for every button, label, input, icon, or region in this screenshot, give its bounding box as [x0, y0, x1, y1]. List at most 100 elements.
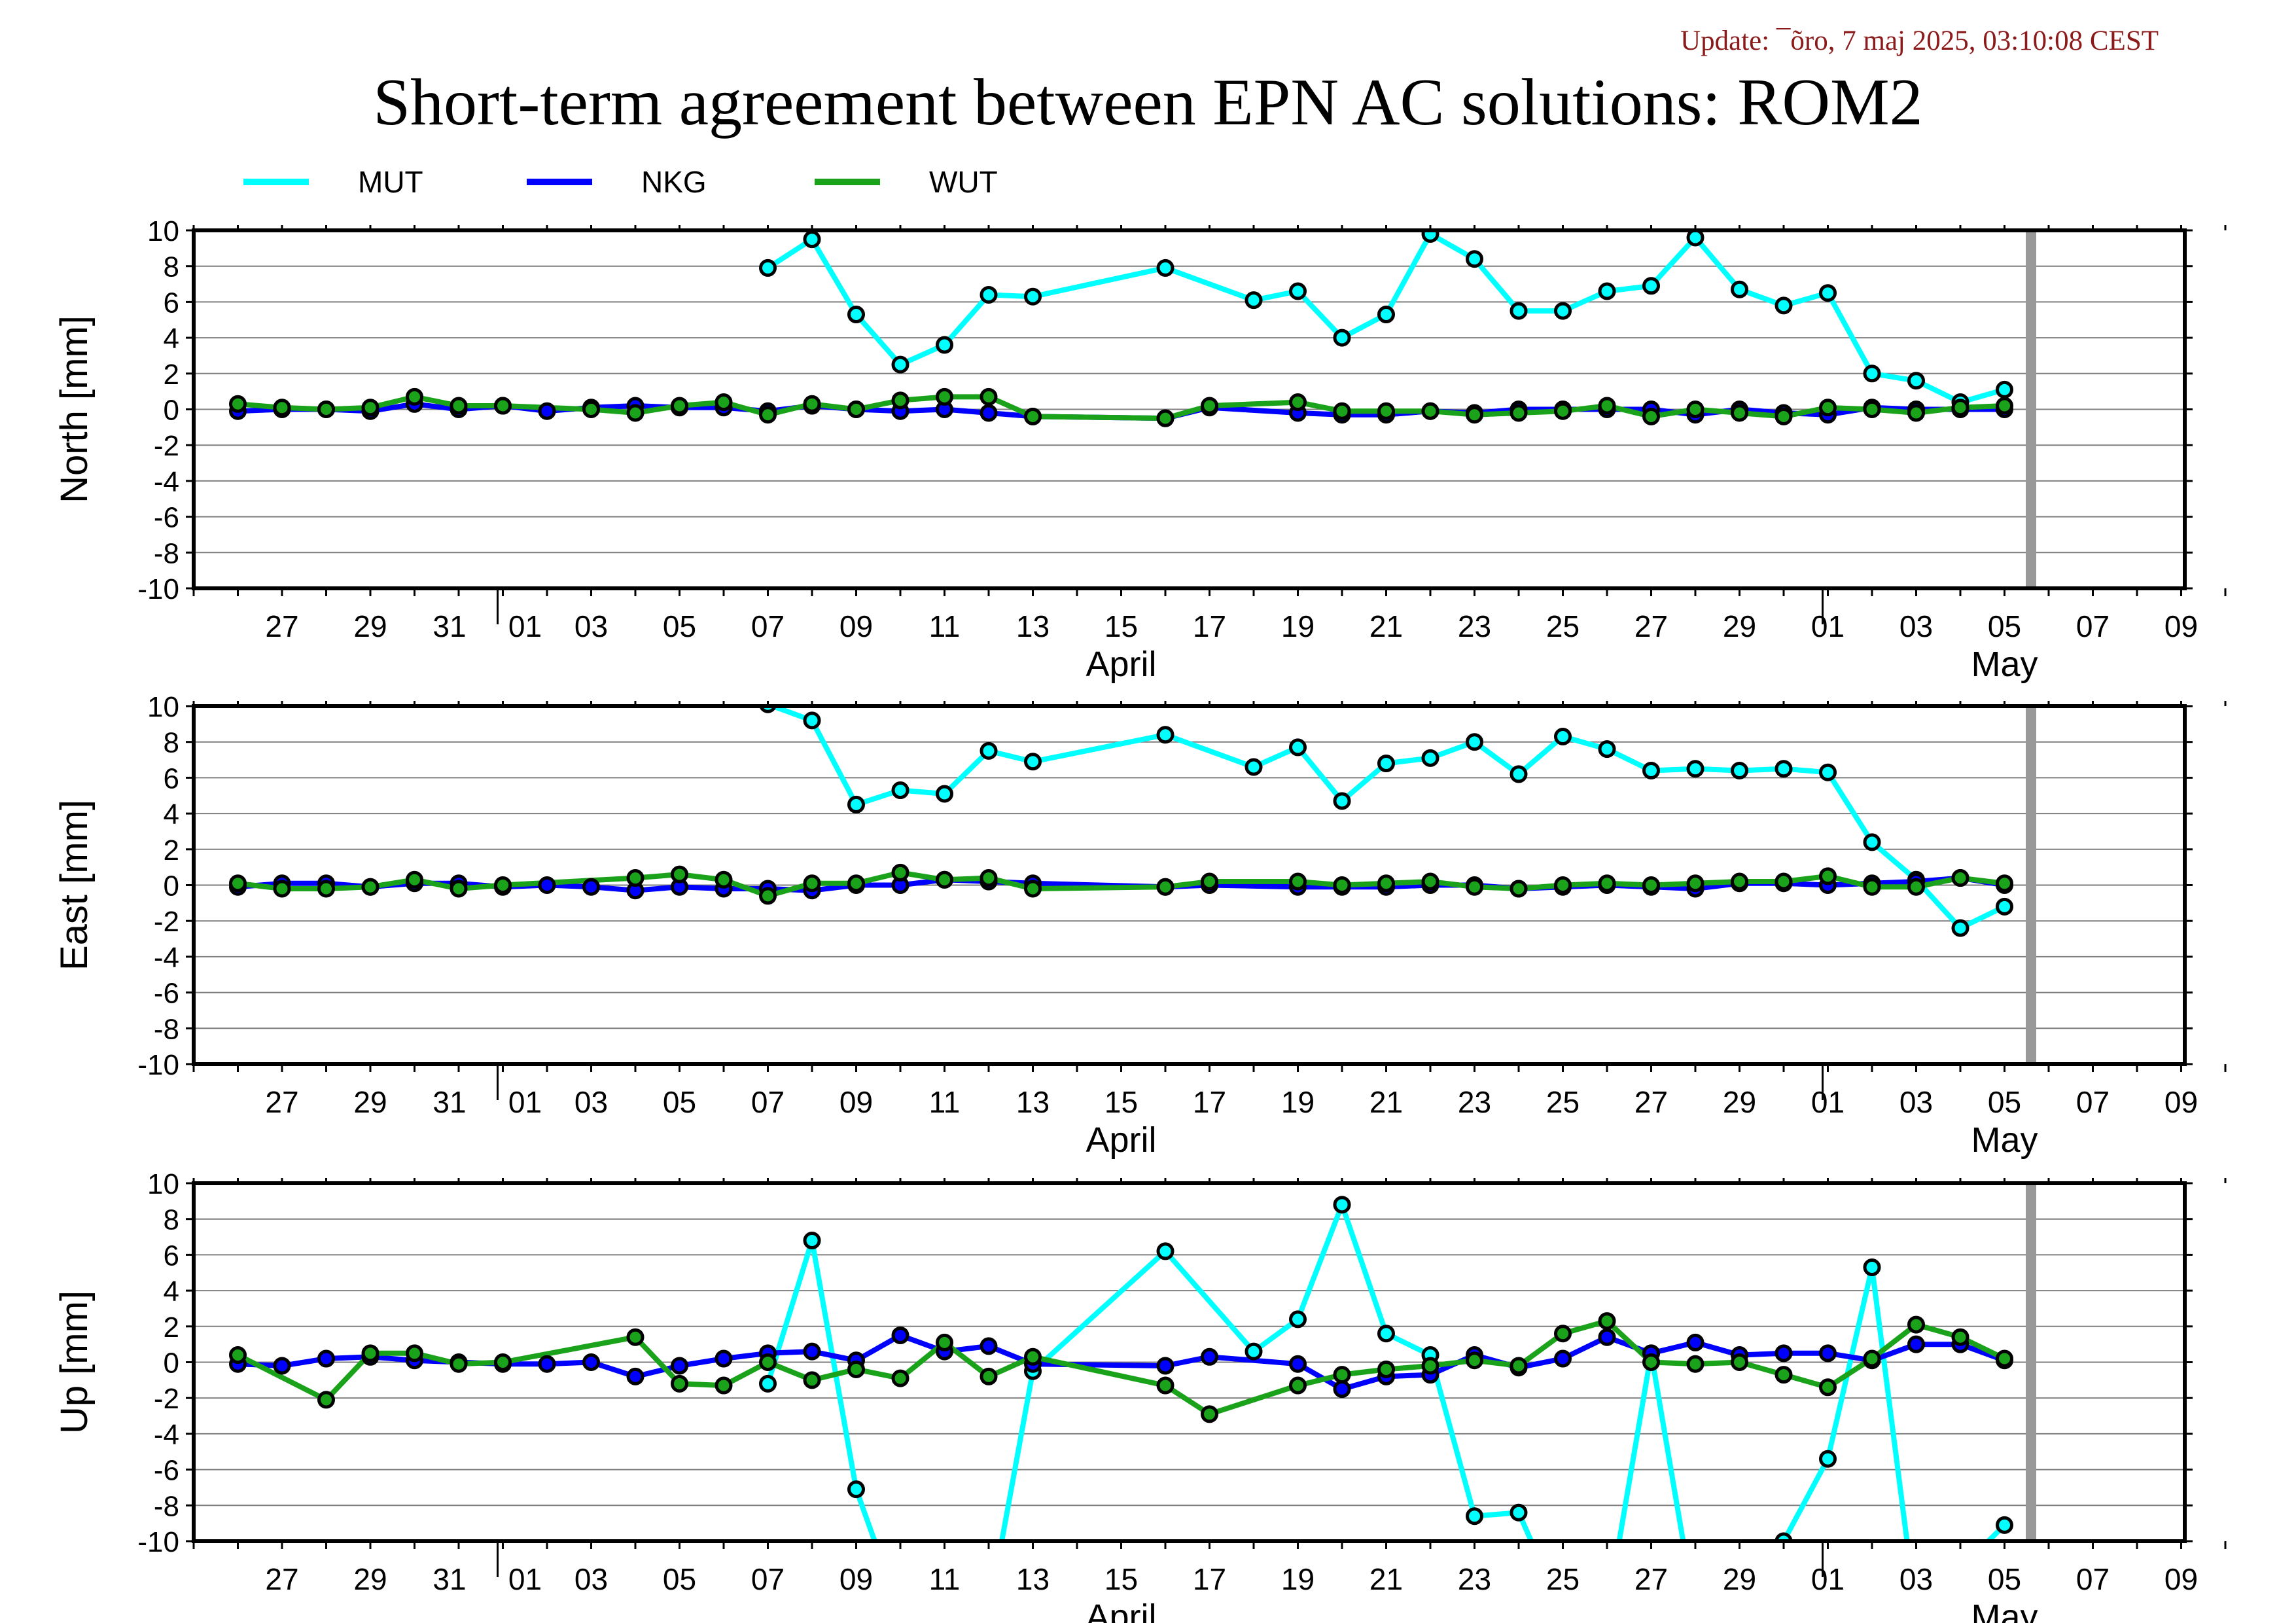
data-point-mut: [891, 355, 910, 374]
x-tick-label: 27: [265, 1562, 298, 1596]
data-point-mut: [1996, 1516, 2013, 1534]
data-point-wut: [803, 1371, 821, 1389]
y-tick-label: -4: [154, 1419, 179, 1451]
x-tick-label: 01: [508, 609, 542, 643]
data-point-mut: [1863, 365, 1881, 383]
data-point-wut: [847, 401, 865, 418]
page-title: Short-term agreement between EPN AC solu…: [373, 65, 1923, 139]
data-point-wut: [980, 869, 998, 887]
data-point-nkg: [538, 876, 556, 894]
data-point-wut: [1510, 880, 1528, 898]
x-tick-label: 15: [1104, 609, 1138, 643]
x-tick-label: 13: [1016, 1085, 1050, 1119]
data-point-nkg: [1201, 1347, 1218, 1366]
x-tick-label: 19: [1281, 1085, 1315, 1119]
data-point-mut: [1421, 749, 1439, 767]
x-tick-label: 01: [1811, 1562, 1845, 1596]
data-point-mut: [891, 781, 910, 800]
data-point-wut: [759, 1353, 777, 1371]
x-tick-label: 19: [1281, 1562, 1315, 1596]
data-point-wut: [317, 1391, 335, 1409]
data-point-mut: [1289, 282, 1307, 300]
data-point-wut: [361, 399, 380, 417]
data-point-wut: [450, 880, 468, 898]
x-tick-label: 07: [751, 1085, 785, 1119]
data-point-wut: [715, 393, 733, 412]
x-tick-label: 07: [2076, 1562, 2110, 1596]
x-tick-label: 23: [1458, 1085, 1491, 1119]
y-tick-label: 8: [164, 727, 179, 759]
x-tick-label: 11: [929, 1085, 961, 1119]
data-point-nkg: [1156, 1357, 1174, 1375]
y-tick-label: -10: [137, 573, 179, 605]
data-point-wut: [980, 387, 998, 406]
data-point-wut: [582, 401, 600, 418]
data-point-mut: [1510, 765, 1528, 783]
data-point-wut: [759, 887, 777, 905]
data-point-wut: [1510, 404, 1528, 422]
data-point-wut: [1731, 872, 1748, 891]
data-point-mut: [1554, 727, 1572, 745]
data-point-wut: [1819, 399, 1837, 417]
x-tick-label: 09: [839, 1562, 873, 1596]
data-point-wut: [1024, 407, 1042, 425]
data-point-nkg: [803, 1342, 821, 1361]
data-point-mut: [759, 1374, 777, 1393]
data-point-nkg: [582, 878, 600, 896]
data-point-wut: [273, 399, 291, 417]
data-point-wut: [1642, 1353, 1660, 1371]
x-tick-label: 31: [433, 609, 466, 643]
data-point-mut: [1951, 919, 1969, 937]
x-tick-label: 29: [353, 1085, 387, 1119]
x-tick-label: 17: [1193, 609, 1226, 643]
data-point-wut: [317, 401, 335, 418]
data-point-mut: [1245, 1342, 1263, 1361]
data-point-wut: [1554, 402, 1572, 420]
data-point-mut: [1819, 763, 1837, 781]
y-tick-label: -6: [154, 978, 179, 1010]
data-point-wut: [1907, 404, 1925, 422]
data-point-wut: [1598, 874, 1616, 893]
x-tick-label: 05: [663, 609, 696, 643]
x-tick-label: 03: [574, 1562, 608, 1596]
data-point-nkg: [273, 1357, 291, 1375]
x-tick-label: 03: [574, 1085, 608, 1119]
series-group: [229, 1196, 2013, 1620]
data-point-wut: [1156, 878, 1174, 896]
data-point-nkg: [671, 1357, 688, 1375]
data-point-mut: [1377, 306, 1395, 324]
data-point-nkg: [317, 1349, 335, 1368]
x-tick-label: 27: [1634, 1562, 1668, 1596]
x-tick-label: 27: [1634, 1085, 1668, 1119]
data-point-wut: [273, 880, 291, 898]
x-tick-label: 09: [2164, 1562, 2198, 1596]
data-point-mut: [980, 741, 998, 760]
data-point-nkg: [1819, 1344, 1837, 1363]
x-tick-label: 01: [1811, 1085, 1845, 1119]
data-point-mut: [1819, 1450, 1837, 1468]
x-tick-label: 31: [433, 1085, 466, 1119]
data-point-wut: [1731, 1353, 1748, 1371]
data-point-mut: [1466, 250, 1483, 268]
data-gap-bar: [2026, 1183, 2036, 1541]
data-point-wut: [494, 1353, 512, 1371]
data-point-mut: [1688, 1605, 1703, 1620]
data-point-mut: [1554, 302, 1572, 320]
x-tick-label: 17: [1193, 1085, 1226, 1119]
x-tick-label: 11: [929, 1562, 961, 1596]
data-point-mut: [1510, 302, 1528, 320]
data-point-wut: [1289, 1376, 1307, 1395]
data-point-nkg: [891, 1326, 910, 1344]
x-tick-label: 13: [1016, 609, 1050, 643]
x-tick-label: 13: [1016, 1562, 1050, 1596]
y-tick-label: -10: [137, 1049, 179, 1081]
x-tick-label: 07: [751, 609, 785, 643]
data-point-wut: [891, 391, 910, 410]
y-tick-label: -2: [154, 1383, 179, 1415]
y-tick-label: 0: [164, 395, 179, 427]
plot-frame: [192, 1181, 2187, 1543]
y-tick-label: -8: [154, 1490, 179, 1522]
data-point-mut: [1510, 1503, 1528, 1522]
data-point-mut: [1156, 259, 1174, 277]
data-point-wut: [1686, 401, 1704, 418]
